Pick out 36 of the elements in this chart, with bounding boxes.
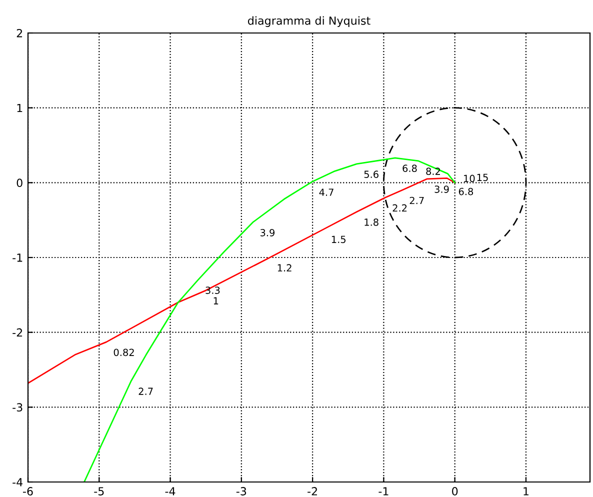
x-tick-label: -4 xyxy=(165,487,176,496)
x-tick-label: -2 xyxy=(308,487,317,496)
annotation: 1.2 xyxy=(278,264,292,272)
annotation: 3.3 xyxy=(206,286,220,294)
x-tick-label: 0 xyxy=(452,487,458,496)
annotation: 0.82 xyxy=(114,348,134,356)
annotation: 1.5 xyxy=(332,236,346,244)
line-series xyxy=(84,157,456,482)
x-tick-label: 1 xyxy=(524,487,528,496)
annotation: 10 xyxy=(464,174,475,182)
annotation: 3.9 xyxy=(434,186,449,193)
annotation: 2.2 xyxy=(392,204,407,212)
annotation: 2.7 xyxy=(138,388,153,395)
annotation: 3.9 xyxy=(260,229,275,236)
chart-title: diagramma di Nyquist xyxy=(248,16,370,27)
y-tick-label: -1 xyxy=(12,254,22,262)
annotation: 5.6 xyxy=(364,170,378,178)
annotation: 2.7 xyxy=(410,196,424,204)
annotation: 15 xyxy=(477,174,488,182)
y-tick-label: -4 xyxy=(12,478,23,486)
x-tick-label: -1 xyxy=(378,487,388,496)
y-tick-label: 1 xyxy=(17,104,22,112)
x-tick-label: -6 xyxy=(23,487,33,496)
line-series xyxy=(28,177,456,384)
annotation: 8.2 xyxy=(426,168,440,175)
annotation: 6.8 xyxy=(402,164,417,172)
y-tick-label: -3 xyxy=(12,403,22,412)
y-tick-label: -2 xyxy=(12,328,22,337)
y-tick-label: 2 xyxy=(16,28,22,38)
annotation: 6.8 xyxy=(458,188,474,196)
x-tick-label: -3 xyxy=(236,487,246,496)
annotation: 1 xyxy=(214,297,218,304)
y-tick-label: 0 xyxy=(16,178,22,188)
annotation: 4.7 xyxy=(319,188,334,196)
annotation: 1.8 xyxy=(364,218,378,226)
x-tick-label: -5 xyxy=(94,487,104,496)
